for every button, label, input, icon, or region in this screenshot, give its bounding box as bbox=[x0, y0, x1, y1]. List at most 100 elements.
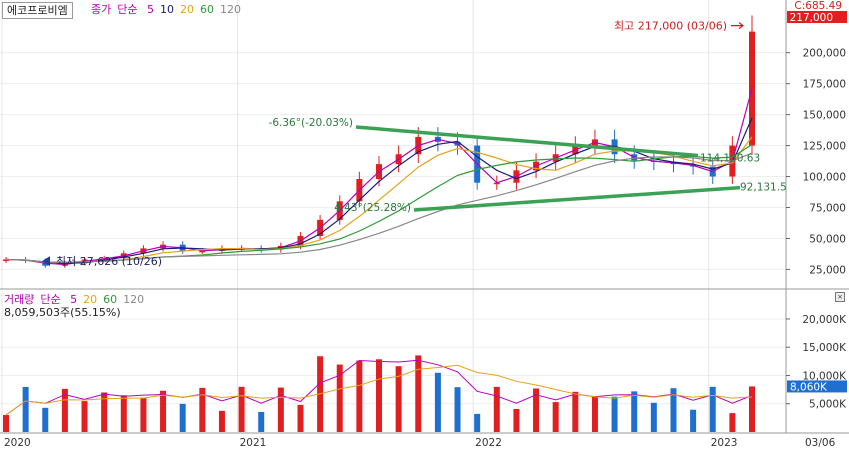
price-tick-label: 100,000 bbox=[803, 172, 846, 184]
volume-bar bbox=[277, 387, 284, 432]
price-tick-label: 25,000 bbox=[809, 264, 846, 276]
volume-bar bbox=[238, 386, 245, 432]
volume-tick-label: 20,000K bbox=[802, 314, 847, 326]
volume-bar bbox=[572, 391, 579, 432]
volume-last-value: 8,059,503주(55.15%) bbox=[4, 305, 127, 321]
volume-bar bbox=[356, 360, 363, 432]
price-legend-period-5: 5 bbox=[147, 3, 154, 16]
volume-bar bbox=[434, 372, 441, 432]
chart-series bbox=[3, 15, 755, 432]
volume-bar bbox=[709, 386, 716, 432]
volume-legend-period-60: 60 bbox=[103, 293, 118, 306]
price-legend-period-10: 10 bbox=[160, 3, 174, 16]
volume-bar bbox=[258, 411, 265, 432]
price-tick-label: 125,000 bbox=[803, 141, 846, 153]
upper-trendline-angle-label: -6.36°(-20.03%) bbox=[269, 117, 353, 129]
volume-bar bbox=[650, 402, 657, 432]
time-axis-label: 2020 bbox=[4, 437, 31, 449]
volume-bar bbox=[533, 388, 540, 432]
volume-bar bbox=[120, 395, 127, 432]
volume-bar bbox=[61, 388, 68, 432]
volume-bar bbox=[376, 359, 382, 432]
lower-trendline-value-label: 92,131.5 bbox=[740, 182, 787, 194]
volume-bar bbox=[395, 366, 402, 432]
time-axis-label: 2023 bbox=[711, 437, 738, 449]
price-tick-label: 75,000 bbox=[809, 202, 846, 214]
volume-panel-close-button[interactable]: × bbox=[835, 292, 845, 302]
upper-trendline-value-label: 114,130.63 bbox=[700, 152, 760, 164]
candle-body bbox=[493, 182, 500, 185]
lower-trendline bbox=[413, 185, 741, 212]
high-annotation-arrow bbox=[731, 22, 744, 30]
volume-bar bbox=[729, 413, 736, 432]
volume-bar bbox=[474, 413, 481, 432]
volume-bar bbox=[218, 410, 225, 432]
chart-overlay: -6.36°(-20.03%) 4.43°(25.28%) 114,130.63 92… bbox=[42, 20, 787, 268]
current-price-tag-bg bbox=[787, 11, 847, 23]
time-axis-label: 2021 bbox=[240, 437, 267, 449]
volume-bar bbox=[690, 409, 697, 432]
volume-legend-period-20: 20 bbox=[83, 293, 98, 306]
time-axis-cursor-label: 03/06 bbox=[805, 437, 836, 449]
moving-average-line bbox=[5, 152, 753, 263]
volume-bar bbox=[81, 401, 88, 432]
volume-legend: 거래량 단순 5 20 60 120 bbox=[4, 292, 150, 308]
price-legend-label: 종가 bbox=[91, 3, 112, 16]
price-tick-label: 150,000 bbox=[803, 110, 846, 122]
grid-lines bbox=[0, 0, 785, 433]
price-legend: 종가 단순 5 10 20 60 120 bbox=[91, 2, 247, 18]
volume-bar bbox=[3, 415, 9, 432]
volume-bar bbox=[101, 392, 108, 432]
volume-ma-line bbox=[5, 364, 753, 416]
volume-bar bbox=[611, 396, 618, 432]
volume-bar bbox=[552, 402, 559, 432]
corner-label: C:685.49 bbox=[794, 0, 842, 12]
candle-body bbox=[199, 250, 206, 253]
price-legend-period-60: 60 bbox=[200, 3, 214, 16]
volume-bar bbox=[415, 355, 422, 432]
volume-legend-period-120: 120 bbox=[123, 293, 145, 306]
volume-bar bbox=[160, 390, 167, 432]
volume-bar bbox=[22, 387, 29, 432]
current-volume-tag: 8,060K bbox=[790, 381, 828, 393]
volume-bar bbox=[631, 391, 638, 432]
volume-bar bbox=[493, 386, 500, 432]
time-axis-label: 2022 bbox=[475, 437, 502, 449]
volume-bar bbox=[591, 396, 598, 432]
volume-bar bbox=[336, 364, 343, 432]
volume-bar bbox=[199, 387, 206, 432]
upper-trendline bbox=[355, 125, 699, 158]
lower-trendline-angle-label: 4.43°(25.28%) bbox=[334, 202, 411, 214]
current-volume-tag-bg bbox=[787, 380, 847, 393]
candle-body bbox=[749, 31, 755, 146]
volume-ma-line bbox=[5, 359, 753, 416]
volume-legend-label: 거래량 bbox=[4, 293, 35, 306]
moving-average-line bbox=[5, 88, 753, 266]
stock-title[interactable]: 에코프로비엠 bbox=[2, 2, 73, 19]
volume-bar bbox=[297, 404, 304, 432]
volume-bar bbox=[140, 397, 147, 432]
price-tick-label: 175,000 bbox=[803, 79, 846, 91]
candle-body bbox=[3, 259, 9, 262]
volume-legend-period-5: 5 bbox=[70, 293, 78, 306]
volume-bar bbox=[454, 387, 461, 432]
price-legend-period-120: 120 bbox=[220, 3, 241, 16]
volume-bar bbox=[749, 386, 755, 432]
volume-bar bbox=[513, 408, 520, 432]
low-annotation-arrow bbox=[42, 256, 50, 267]
low-annotation: 최저 27,626 (10/26) bbox=[56, 255, 162, 268]
price-tick-label: 200,000 bbox=[803, 48, 846, 60]
volume-tick-label: 10,000K bbox=[802, 370, 847, 382]
price-tick-label: 50,000 bbox=[809, 233, 846, 245]
volume-last-value-text: 8,059,503주(55.15%) bbox=[4, 306, 121, 319]
price-legend-method: 단순 bbox=[117, 3, 138, 16]
current-price-tag: 217,000 bbox=[790, 12, 833, 24]
stock-title-text: 에코프로비엠 bbox=[7, 4, 68, 17]
price-legend-period-20: 20 bbox=[180, 3, 194, 16]
high-annotation: 최고 217,000 (03/06) bbox=[614, 20, 727, 33]
volume-bar bbox=[42, 407, 49, 432]
